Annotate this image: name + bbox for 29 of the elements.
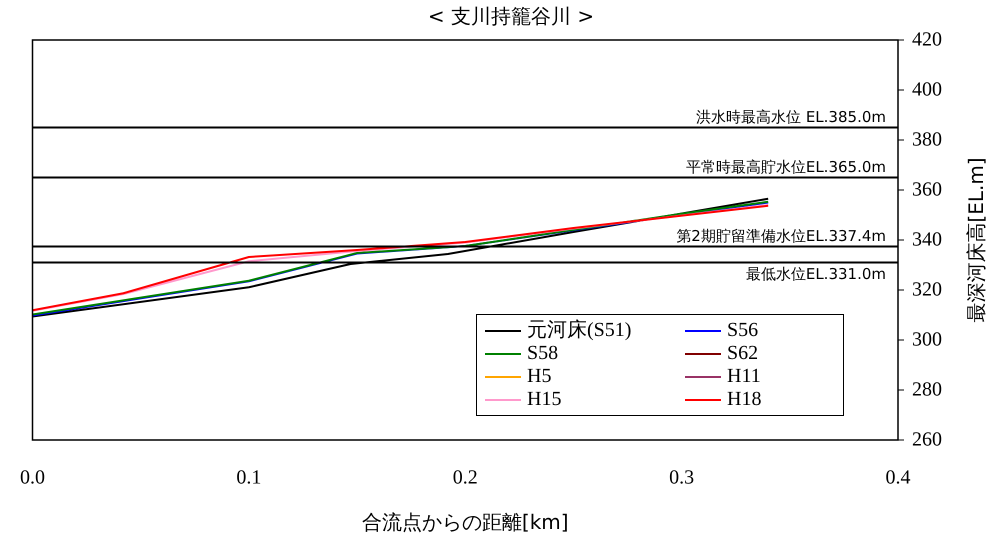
y-tick-label: 420 <box>912 28 942 50</box>
y-tick-label: 260 <box>912 428 942 450</box>
x-axis-title: 合流点からの距離[km] <box>362 510 569 534</box>
x-tick-label: 0.3 <box>669 466 694 488</box>
ref-line-label: 洪水時最高水位 EL.385.0m <box>696 108 886 126</box>
legend-label: S56 <box>727 319 758 342</box>
legend-label: H11 <box>727 365 761 388</box>
ref-line-label: 最低水位EL.331.0m <box>746 264 886 283</box>
y-tick-label: 280 <box>912 378 942 400</box>
y-tick-label: 400 <box>912 78 942 100</box>
y-tick-label: 320 <box>912 278 942 300</box>
x-tick-label: 0.2 <box>452 466 478 488</box>
x-tick-label: 0.1 <box>236 466 262 488</box>
legend-label: H15 <box>527 388 562 411</box>
chart-title: < 支川持籠谷川 > <box>428 4 594 28</box>
ref-line-label: 第2期貯留準備水位EL.337.4m <box>676 226 886 245</box>
y-tick-label: 380 <box>912 128 942 150</box>
legend-label: H18 <box>727 388 762 411</box>
y-tick-label: 360 <box>912 178 942 200</box>
x-tick-label: 0.0 <box>20 466 45 488</box>
x-tick-label: 0.4 <box>886 466 910 488</box>
legend-label: S62 <box>727 342 758 365</box>
y-axis-title: 最深河床高[EL.m] <box>964 157 988 323</box>
ref-line-label: 平常時最高貯水位EL.365.0m <box>686 158 886 176</box>
legend-label: S58 <box>527 342 558 365</box>
y-tick-label: 300 <box>912 328 942 350</box>
legend-label: H5 <box>527 365 552 388</box>
legend-label: 元河床(S51) <box>527 319 632 342</box>
y-tick-label: 340 <box>912 228 942 250</box>
